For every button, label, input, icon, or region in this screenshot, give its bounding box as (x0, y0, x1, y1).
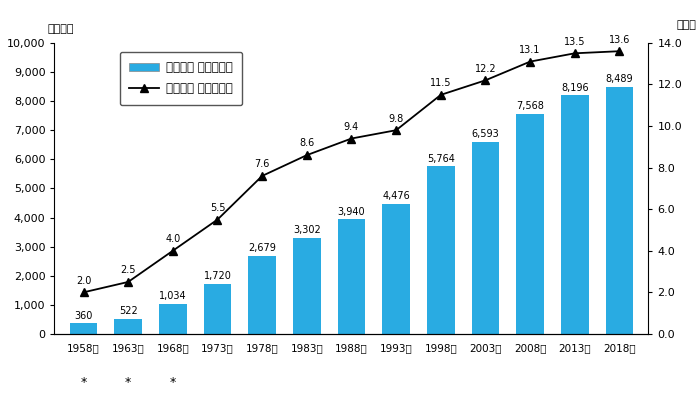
Bar (114, 319, 142, 334)
Bar (248, 256, 276, 334)
Text: 7,568: 7,568 (516, 101, 544, 111)
Text: 1,034: 1,034 (159, 291, 187, 301)
Bar (159, 304, 187, 334)
Text: 8,196: 8,196 (561, 83, 589, 93)
Text: *: * (169, 376, 176, 389)
Text: 7.6: 7.6 (255, 159, 270, 169)
Text: 12.2: 12.2 (475, 64, 496, 74)
Text: 3,302: 3,302 (293, 225, 321, 235)
Text: 9.8: 9.8 (389, 114, 404, 124)
Text: 2.0: 2.0 (76, 276, 91, 286)
Text: 522: 522 (119, 306, 137, 316)
Bar (337, 219, 365, 334)
Text: 360: 360 (74, 311, 92, 321)
Text: （千戸）: （千戸） (48, 24, 74, 34)
Bar (561, 96, 589, 334)
Bar (472, 142, 499, 334)
Text: 3,940: 3,940 (337, 207, 365, 217)
Bar (70, 323, 97, 334)
Bar (517, 114, 544, 334)
Legend: 空き家数 （左目盛）, 空き家率 （右目盛）: 空き家数 （左目盛）, 空き家率 （右目盛） (120, 52, 242, 105)
Bar (606, 87, 634, 334)
Text: 1,720: 1,720 (204, 271, 232, 281)
Text: 13.5: 13.5 (564, 37, 585, 47)
Text: （％）: （％） (676, 21, 696, 30)
Text: 8.6: 8.6 (299, 138, 314, 148)
Text: 2,679: 2,679 (248, 243, 276, 253)
Bar (293, 238, 321, 334)
Text: *: * (80, 376, 87, 389)
Text: 13.1: 13.1 (519, 45, 541, 55)
Text: 9.4: 9.4 (344, 122, 359, 132)
Text: 5.5: 5.5 (210, 203, 225, 213)
Text: 2.5: 2.5 (120, 265, 136, 275)
Text: 6,593: 6,593 (472, 129, 499, 139)
Text: *: * (125, 376, 132, 389)
Bar (427, 166, 454, 334)
Text: 13.6: 13.6 (609, 35, 630, 44)
Text: 4,476: 4,476 (382, 191, 410, 201)
Text: 5,764: 5,764 (427, 154, 455, 164)
Bar (382, 204, 410, 334)
Text: 8,489: 8,489 (606, 74, 634, 84)
Text: 4.0: 4.0 (165, 234, 181, 244)
Text: 11.5: 11.5 (430, 78, 452, 88)
Bar (204, 284, 231, 334)
